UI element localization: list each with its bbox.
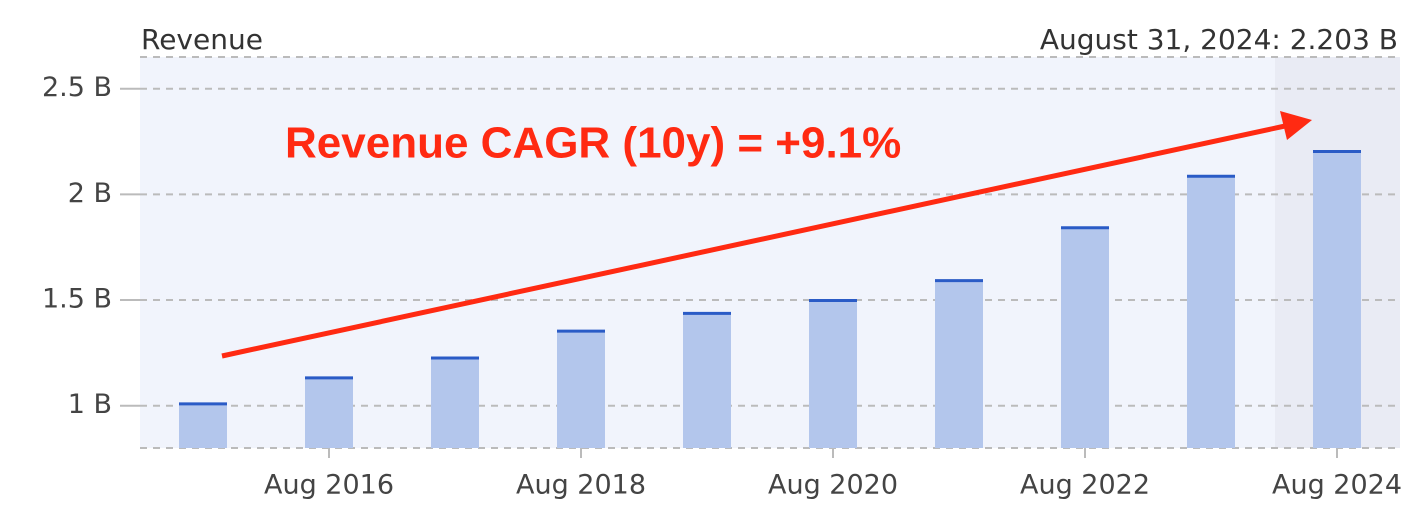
x-tick-label: Aug 2016	[264, 470, 394, 501]
x-tick-label: Aug 2020	[768, 470, 898, 501]
bar	[1187, 176, 1235, 449]
bar	[557, 331, 605, 448]
y-tick-label: 1.5 B	[42, 284, 112, 315]
hover-label: August 31, 2024: 2.203 B	[1040, 23, 1398, 56]
x-tick-label: Aug 2024	[1272, 470, 1402, 501]
bar	[431, 357, 479, 448]
annotation: Revenue CAGR (10y) = +9.1%	[285, 119, 901, 168]
bar	[1061, 227, 1109, 448]
bar	[305, 377, 353, 448]
bar	[683, 313, 731, 448]
bar	[809, 300, 857, 448]
x-tick-label: Aug 2018	[516, 470, 646, 501]
x-tick-label: Aug 2022	[1020, 470, 1150, 501]
bar	[179, 403, 227, 448]
y-tick-label: 1 B	[68, 389, 112, 420]
chart-title: Revenue	[141, 23, 263, 56]
y-tick-label: 2.5 B	[42, 72, 112, 103]
bar	[935, 280, 983, 448]
arrow-head	[1280, 111, 1312, 140]
y-tick-label: 2 B	[68, 178, 112, 209]
marks: 1 B 1.5 B 2 B 2.5 B Aug 2016 Aug 2018 Aug 2020…	[42, 72, 1402, 500]
trend-arrow	[221, 123, 1286, 359]
bar	[1313, 151, 1361, 448]
